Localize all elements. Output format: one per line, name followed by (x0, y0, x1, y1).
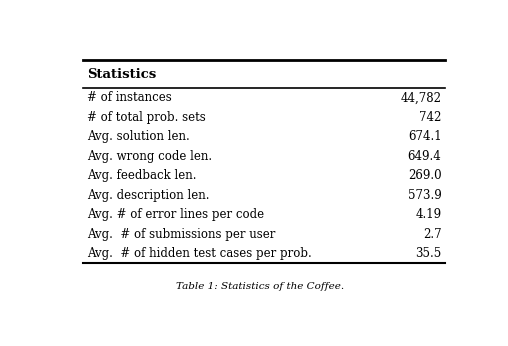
Text: 44,782: 44,782 (400, 91, 441, 104)
Text: 35.5: 35.5 (415, 247, 441, 260)
Text: Avg. wrong code len.: Avg. wrong code len. (87, 150, 212, 163)
Text: # of instances: # of instances (87, 91, 172, 104)
Text: Avg. # of error lines per code: Avg. # of error lines per code (87, 208, 264, 221)
Text: Table 1: Statistics of the Coffee.: Table 1: Statistics of the Coffee. (176, 282, 344, 291)
Text: 649.4: 649.4 (408, 150, 441, 163)
Text: Avg. feedback len.: Avg. feedback len. (87, 169, 197, 182)
Text: 573.9: 573.9 (408, 189, 441, 202)
Text: Avg.  # of hidden test cases per prob.: Avg. # of hidden test cases per prob. (87, 247, 312, 260)
Text: 742: 742 (419, 111, 441, 124)
Text: 674.1: 674.1 (408, 130, 441, 143)
Text: 269.0: 269.0 (408, 169, 441, 182)
Text: Statistics: Statistics (87, 68, 156, 81)
Text: 2.7: 2.7 (423, 228, 441, 240)
Text: Avg. solution len.: Avg. solution len. (87, 130, 190, 143)
Text: # of total prob. sets: # of total prob. sets (87, 111, 206, 124)
Text: Avg. description len.: Avg. description len. (87, 189, 210, 202)
Text: Avg.  # of submissions per user: Avg. # of submissions per user (87, 228, 275, 240)
Text: 4.19: 4.19 (416, 208, 441, 221)
